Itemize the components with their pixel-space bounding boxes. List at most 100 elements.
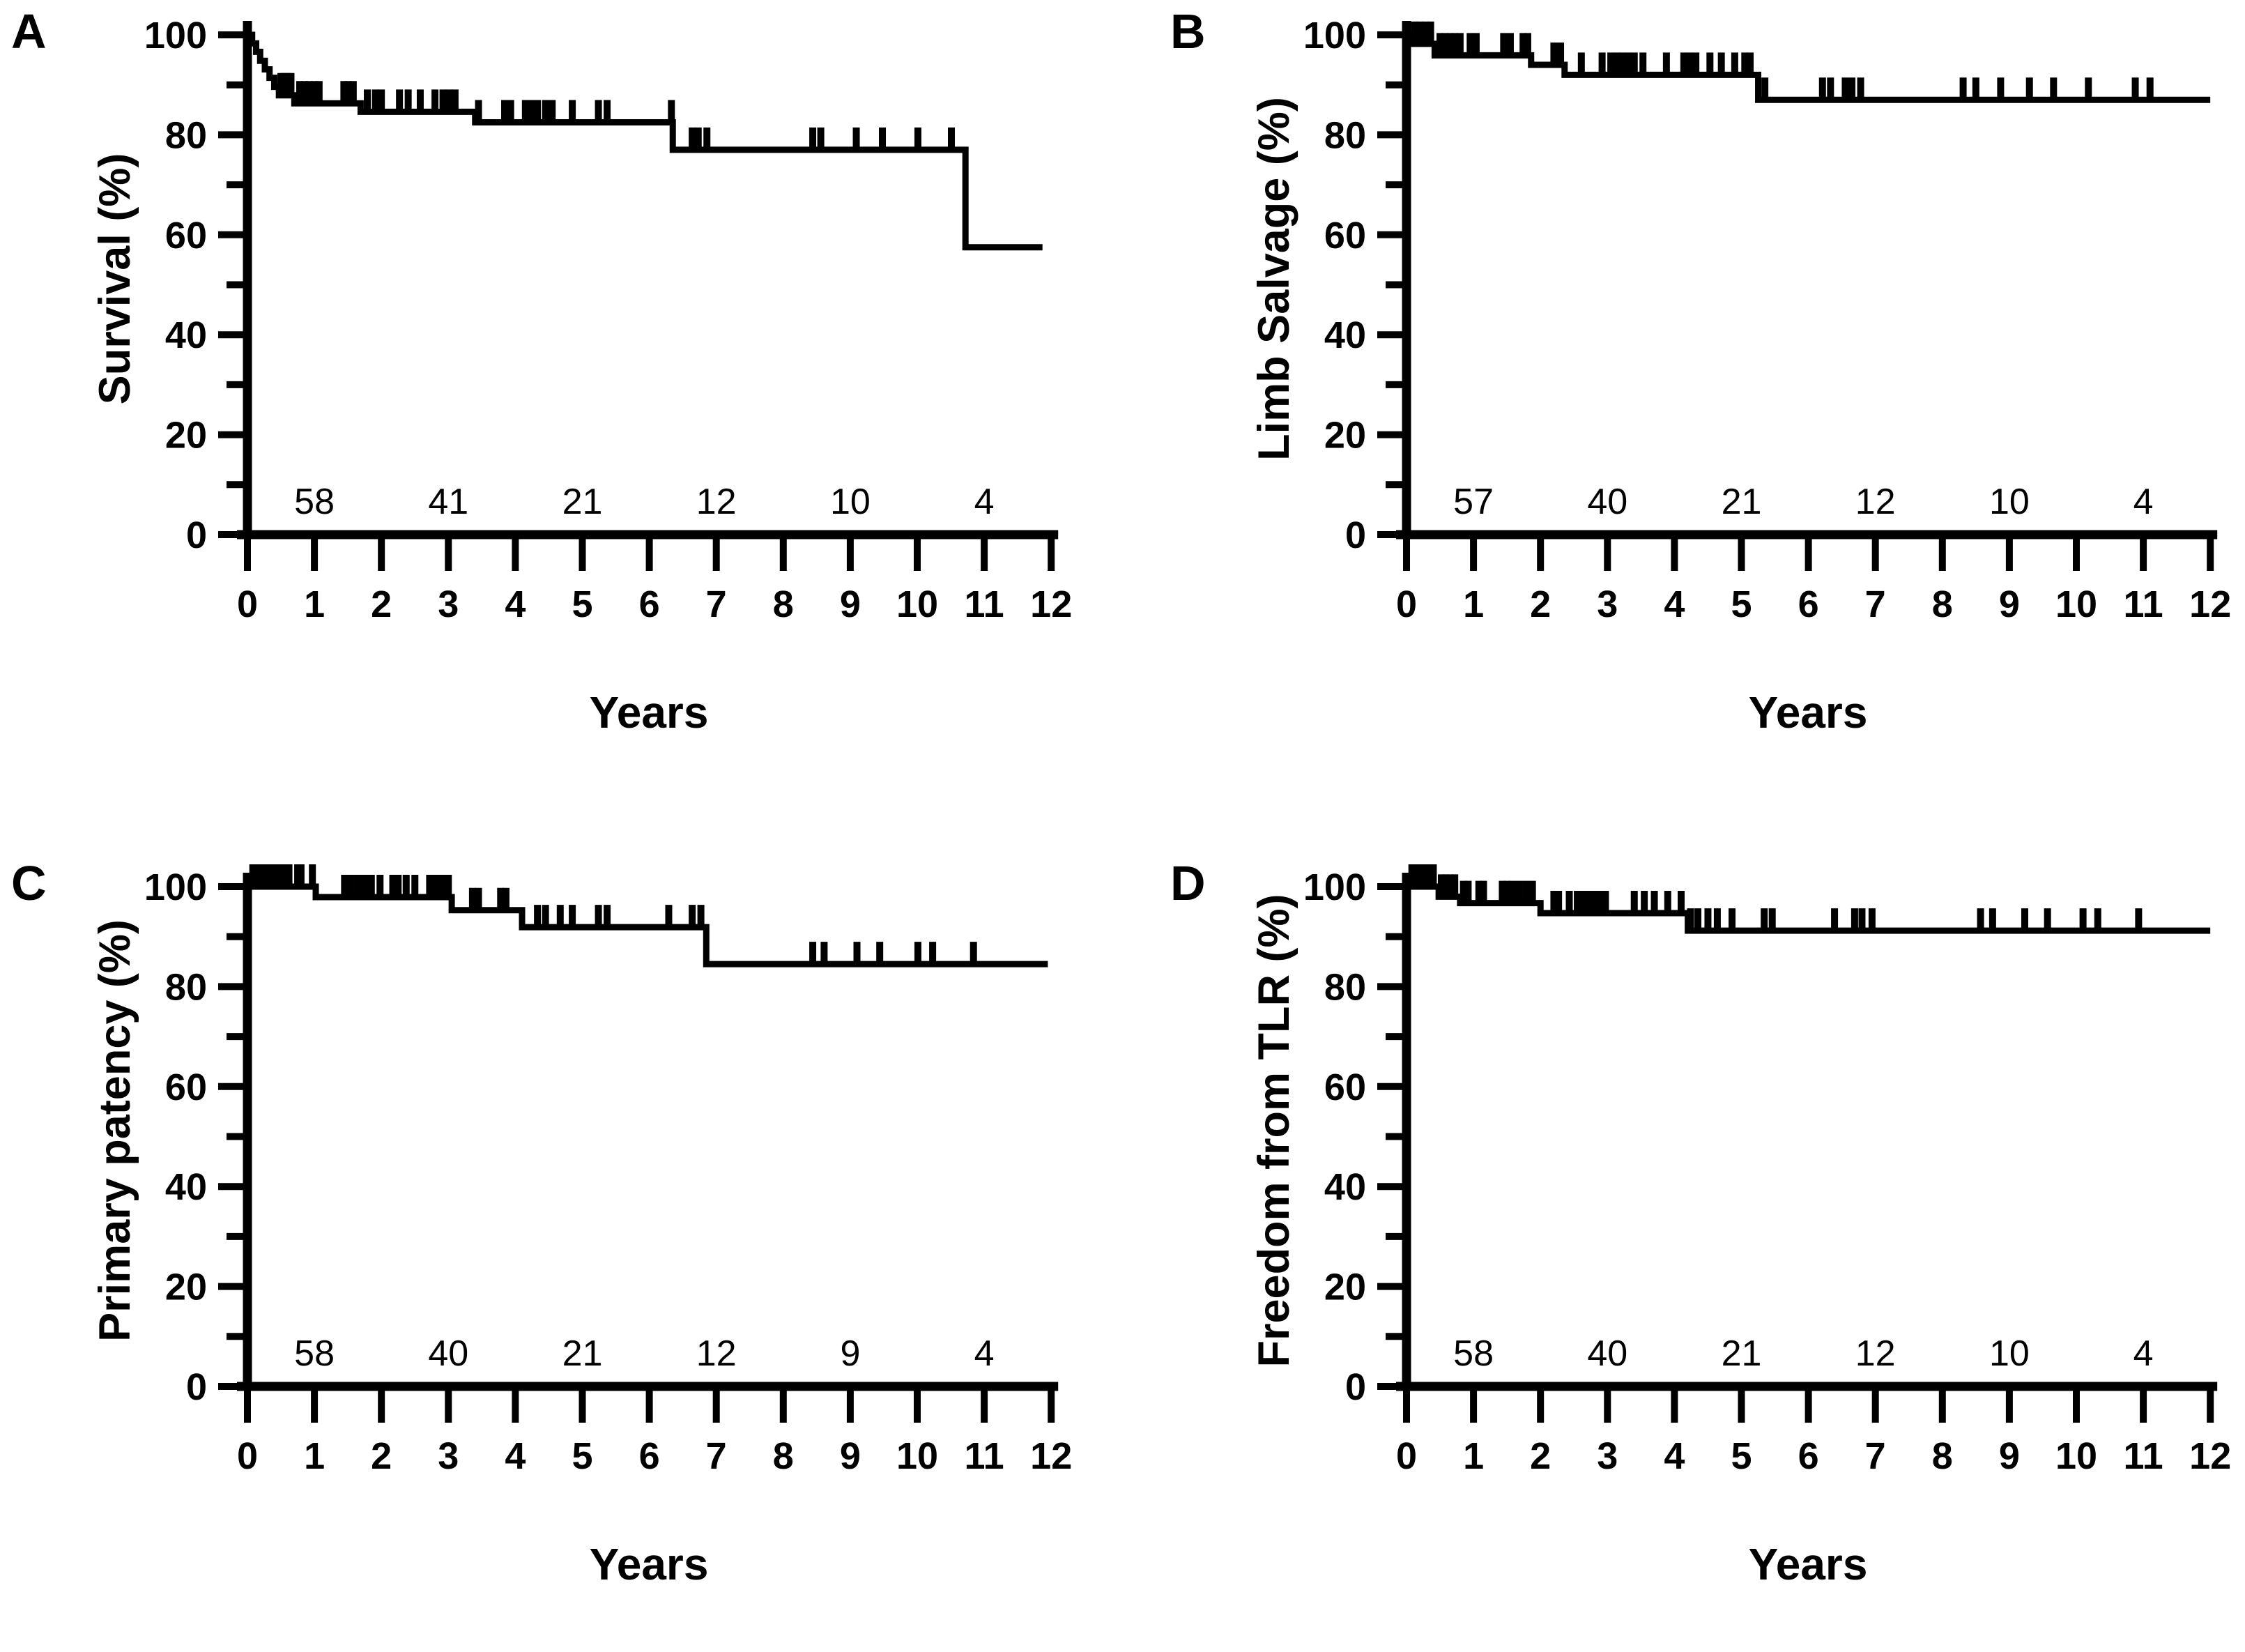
panel-letter: B [1170, 4, 1206, 59]
x-tick-label: 3 [438, 583, 459, 625]
y-tick-label: 0 [1345, 514, 1366, 556]
y-tick-label: 100 [144, 866, 207, 908]
x-tick-label: 9 [1999, 583, 2020, 625]
y-tick-label: 100 [1303, 15, 1366, 56]
at-risk-count: 21 [562, 482, 603, 522]
y-tick-label: 0 [186, 514, 207, 556]
x-axis-title: Years [589, 687, 709, 737]
x-tick-label: 11 [2124, 583, 2163, 625]
km-step-curve [247, 883, 1048, 968]
y-tick-label: 40 [165, 1166, 207, 1208]
at-risk-count: 10 [830, 482, 871, 522]
x-tick-label: 2 [371, 583, 392, 625]
x-tick-label: 8 [773, 583, 794, 625]
at-risk-count: 21 [562, 1333, 603, 1374]
x-tick-label: 5 [572, 583, 592, 625]
at-risk-count: 40 [1587, 1333, 1627, 1374]
x-tick-label: 6 [1798, 583, 1819, 625]
x-tick-label: 2 [371, 1435, 392, 1477]
x-tick-label: 12 [2189, 583, 2231, 625]
x-tick-label: 12 [1030, 583, 1072, 625]
y-tick-label: 20 [165, 415, 207, 457]
x-tick-label: 10 [896, 1435, 938, 1477]
y-tick-label: 80 [1324, 114, 1366, 156]
x-tick-label: 7 [1865, 1435, 1886, 1477]
x-tick-label: 5 [572, 1435, 592, 1477]
x-tick-label: 8 [773, 1435, 794, 1477]
x-tick-label: 6 [1798, 1435, 1819, 1477]
at-risk-count: 58 [294, 1333, 335, 1374]
x-tick-label: 0 [1396, 583, 1417, 625]
x-tick-label: 1 [1463, 1435, 1484, 1477]
y-tick-label: 80 [1324, 966, 1366, 1008]
x-tick-label: 8 [1932, 583, 1953, 625]
x-tick-label: 10 [2055, 583, 2097, 625]
x-tick-label: 6 [639, 583, 660, 625]
x-tick-label: 1 [304, 1435, 325, 1477]
y-tick-label: 40 [1324, 1166, 1366, 1208]
x-tick-label: 8 [1932, 1435, 1953, 1477]
x-tick-label: 11 [2124, 1435, 2163, 1477]
at-risk-count: 4 [2133, 482, 2154, 522]
at-risk-count: 57 [1453, 482, 1494, 522]
panel-letter: A [11, 4, 47, 59]
at-risk-count: 9 [840, 1333, 860, 1374]
at-risk-count: 40 [1587, 482, 1627, 522]
y-tick-label: 0 [1345, 1366, 1366, 1408]
y-tick-label: 20 [1324, 415, 1366, 457]
x-tick-label: 9 [1999, 1435, 2020, 1477]
x-tick-label: 10 [2055, 1435, 2097, 1477]
at-risk-count: 40 [428, 1333, 468, 1374]
x-tick-label: 7 [706, 1435, 727, 1477]
panel-limb-salvage: B Limb Salvage (%) 0 20 40 60 80 100 0 1 2 3 4 5 6 7 8… [1159, 0, 2245, 800]
x-tick-label: 4 [1664, 1435, 1685, 1477]
x-tick-label: 6 [639, 1435, 660, 1477]
x-tick-label: 0 [237, 1435, 258, 1477]
at-risk-count: 41 [428, 482, 468, 522]
x-tick-label: 1 [304, 583, 325, 625]
y-tick-label: 60 [165, 1066, 207, 1108]
panel-primary-patency: C Primary patency (%) 0 20 40 60 80 100 0 1 2 3 4 5… [0, 852, 1086, 1652]
x-tick-label: 1 [1463, 583, 1484, 625]
y-tick-label: 20 [1324, 1267, 1366, 1308]
at-risk-count: 12 [696, 1333, 737, 1374]
y-tick-label: 100 [144, 15, 207, 56]
x-tick-label: 0 [1396, 1435, 1417, 1477]
x-tick-label: 11 [965, 583, 1004, 625]
at-risk-count: 12 [1855, 482, 1896, 522]
x-tick-label: 5 [1731, 583, 1752, 625]
at-risk-count: 12 [696, 482, 737, 522]
at-risk-count: 58 [1453, 1333, 1494, 1374]
panel-letter: D [1170, 856, 1206, 910]
panel-survival: A Survival (%) 0 20 40 60 80 100 0 1 2 3 4 5 6 7 8 9 10 1… [0, 0, 1086, 800]
x-tick-label: 3 [1597, 583, 1618, 625]
at-risk-count: 4 [974, 1333, 995, 1374]
y-tick-label: 40 [1324, 314, 1366, 356]
y-tick-label: 60 [1324, 1066, 1366, 1108]
x-tick-label: 2 [1530, 1435, 1551, 1477]
at-risk-count: 58 [294, 482, 335, 522]
panel-letter: C [11, 856, 47, 910]
y-tick-label: 80 [165, 114, 207, 156]
at-risk-count: 4 [974, 482, 995, 522]
x-axis-title: Years [1748, 687, 1868, 737]
at-risk-count: 4 [2133, 1333, 2154, 1374]
x-tick-label: 9 [840, 583, 861, 625]
at-risk-count: 10 [1989, 482, 2030, 522]
x-tick-label: 4 [505, 1435, 526, 1477]
x-tick-label: 4 [505, 583, 526, 625]
x-tick-label: 5 [1731, 1435, 1752, 1477]
y-tick-label: 60 [1324, 215, 1366, 257]
y-tick-label: 60 [165, 215, 207, 257]
y-tick-label: 0 [186, 1366, 207, 1408]
x-tick-label: 12 [1030, 1435, 1072, 1477]
x-tick-label: 4 [1664, 583, 1685, 625]
at-risk-count: 12 [1855, 1333, 1896, 1374]
at-risk-count: 10 [1989, 1333, 2030, 1374]
x-tick-label: 11 [965, 1435, 1004, 1477]
at-risk-count: 21 [1722, 1333, 1762, 1374]
